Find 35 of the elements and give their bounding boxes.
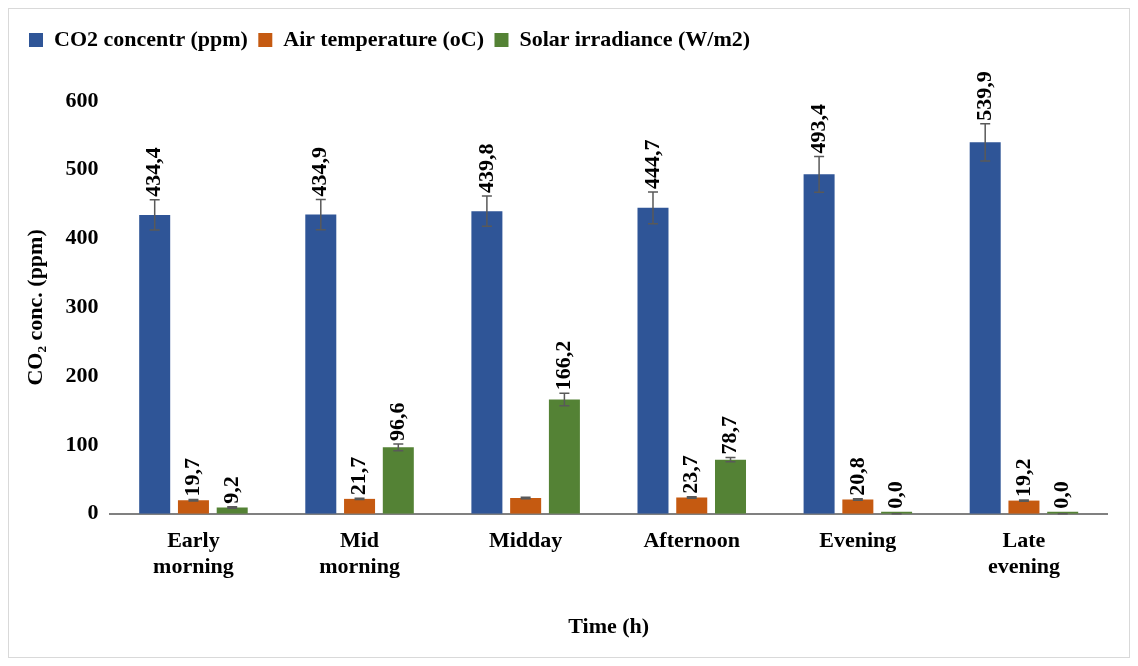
data-label: 0,0 — [882, 481, 908, 509]
data-label: 444,7 — [638, 139, 664, 190]
legend-label: Air temperature (oC) — [283, 25, 485, 51]
data-label: 23,7 — [677, 455, 703, 494]
x-tick-label: Mid morning — [319, 526, 400, 579]
data-label: 78,7 — [716, 416, 742, 455]
data-label: 539,9 — [970, 71, 996, 121]
data-label: 434,4 — [140, 147, 166, 197]
x-tick-label: Afternoon — [643, 526, 741, 552]
y-tick-label: 100 — [65, 430, 99, 456]
x-tick-label: Evening — [819, 526, 897, 552]
y-axis-title: CO₂ conc. (ppm) — [21, 229, 47, 386]
x-axis-title: Time (h) — [568, 613, 650, 639]
data-label: 0,0 — [1048, 481, 1074, 509]
x-tick-label: Late evening — [987, 526, 1061, 579]
legend-label: Solar irradiance (W/m2) — [519, 25, 751, 51]
y-tick-label: 0 — [87, 499, 99, 525]
data-label: 20,8 — [843, 457, 869, 496]
x-tick-label: Midday — [488, 526, 563, 552]
data-label: 439,8 — [472, 143, 498, 194]
x-tick-label: Early morning — [153, 526, 234, 579]
legend-label: CO2 concentr (ppm) — [54, 25, 248, 51]
data-label: 19,7 — [179, 458, 205, 497]
data-label: 21,7 — [345, 456, 371, 496]
y-tick-label: 500 — [65, 155, 99, 181]
y-tick-label: 600 — [65, 86, 99, 112]
data-label: 434,9 — [306, 146, 332, 197]
y-tick-label: 300 — [65, 293, 99, 319]
data-label: 19,2 — [1009, 458, 1035, 497]
data-label: 166,2 — [550, 340, 576, 391]
y-tick-label: 400 — [65, 224, 99, 250]
data-label: 9,2 — [217, 476, 243, 504]
y-tick-label: 200 — [65, 361, 99, 387]
data-label: 493,4 — [804, 103, 830, 154]
data-label: 96,6 — [383, 402, 409, 441]
